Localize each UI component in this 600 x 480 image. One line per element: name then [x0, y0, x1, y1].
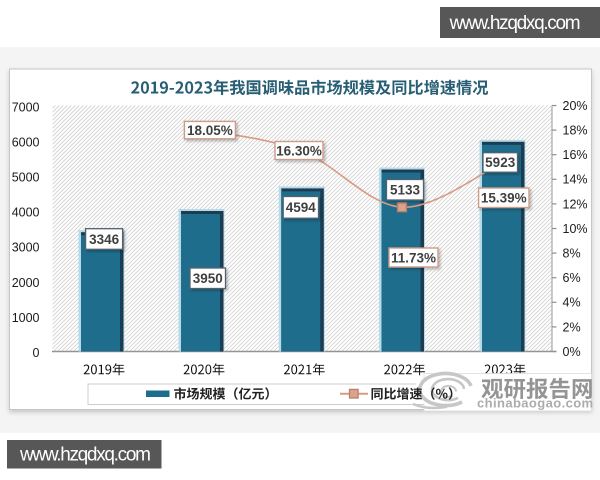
svg-text:chinabaogao.com: chinabaogao.com — [477, 396, 594, 411]
svg-text:10%: 10% — [563, 222, 588, 236]
svg-text:5000: 5000 — [12, 171, 40, 185]
svg-text:www.hzqdxq.com: www.hzqdxq.com — [449, 13, 580, 34]
svg-text:16.30%: 16.30% — [276, 143, 322, 158]
svg-text:18%: 18% — [563, 124, 588, 138]
svg-text:20%: 20% — [563, 99, 588, 113]
svg-text:4%: 4% — [563, 296, 581, 310]
svg-text:0%: 0% — [563, 345, 581, 359]
svg-text:5133: 5133 — [390, 183, 421, 198]
svg-text:6000: 6000 — [12, 136, 40, 150]
svg-text:3950: 3950 — [193, 271, 223, 286]
svg-text:8%: 8% — [563, 247, 581, 261]
svg-text:15.39%: 15.39% — [481, 191, 527, 206]
svg-text:6%: 6% — [563, 271, 581, 285]
svg-text:7000: 7000 — [12, 100, 40, 114]
svg-text:11.73%: 11.73% — [391, 250, 436, 265]
svg-text:12%: 12% — [563, 197, 588, 211]
svg-text:www.hzqdxq.com: www.hzqdxq.com — [19, 445, 150, 466]
svg-text:5923: 5923 — [485, 155, 516, 170]
svg-text:0: 0 — [33, 346, 40, 360]
svg-text:1000: 1000 — [12, 311, 40, 325]
svg-text:4000: 4000 — [12, 206, 40, 220]
svg-text:2%: 2% — [563, 320, 581, 334]
svg-text:4594: 4594 — [286, 200, 317, 215]
svg-text:16%: 16% — [563, 148, 588, 162]
svg-text:3346: 3346 — [89, 232, 120, 247]
svg-text:3000: 3000 — [12, 241, 40, 255]
svg-text:14%: 14% — [563, 173, 588, 187]
svg-text:2000: 2000 — [12, 276, 40, 290]
svg-text:18.05%: 18.05% — [187, 123, 233, 138]
